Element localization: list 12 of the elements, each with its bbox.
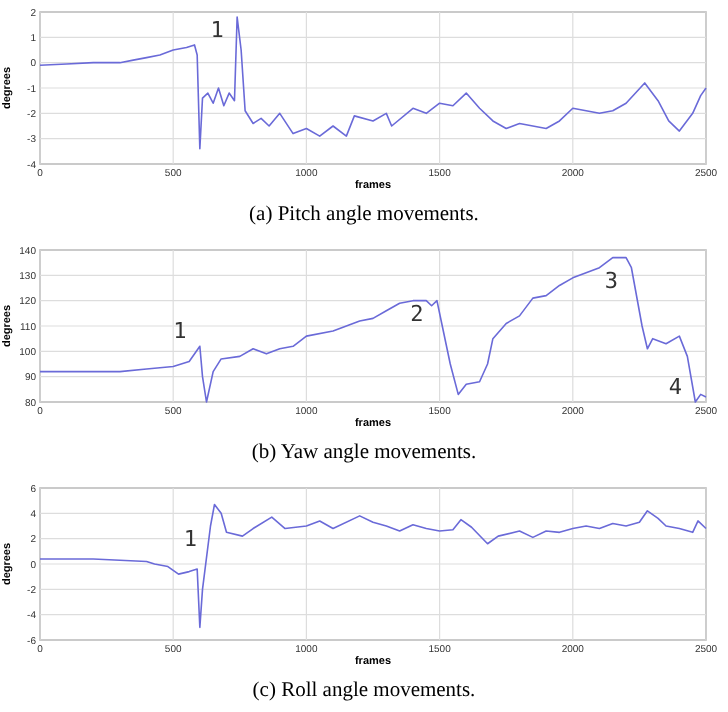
- line-series: [39, 503, 707, 629]
- text: (c) Roll angle movements.: [252, 680, 476, 702]
- text: (a) Pitch angle movements.: [249, 204, 479, 226]
- annotation: 1: [210, 17, 224, 44]
- annotation: 3: [604, 267, 619, 294]
- text: (b) Yaw angle movements.: [251, 442, 477, 464]
- line-series: [39, 16, 707, 150]
- annotation: 4: [668, 374, 683, 401]
- annotation: 2: [410, 300, 424, 327]
- line-series: [39, 256, 707, 403]
- annotation: 1: [183, 526, 198, 553]
- annotation: 1: [173, 318, 187, 345]
